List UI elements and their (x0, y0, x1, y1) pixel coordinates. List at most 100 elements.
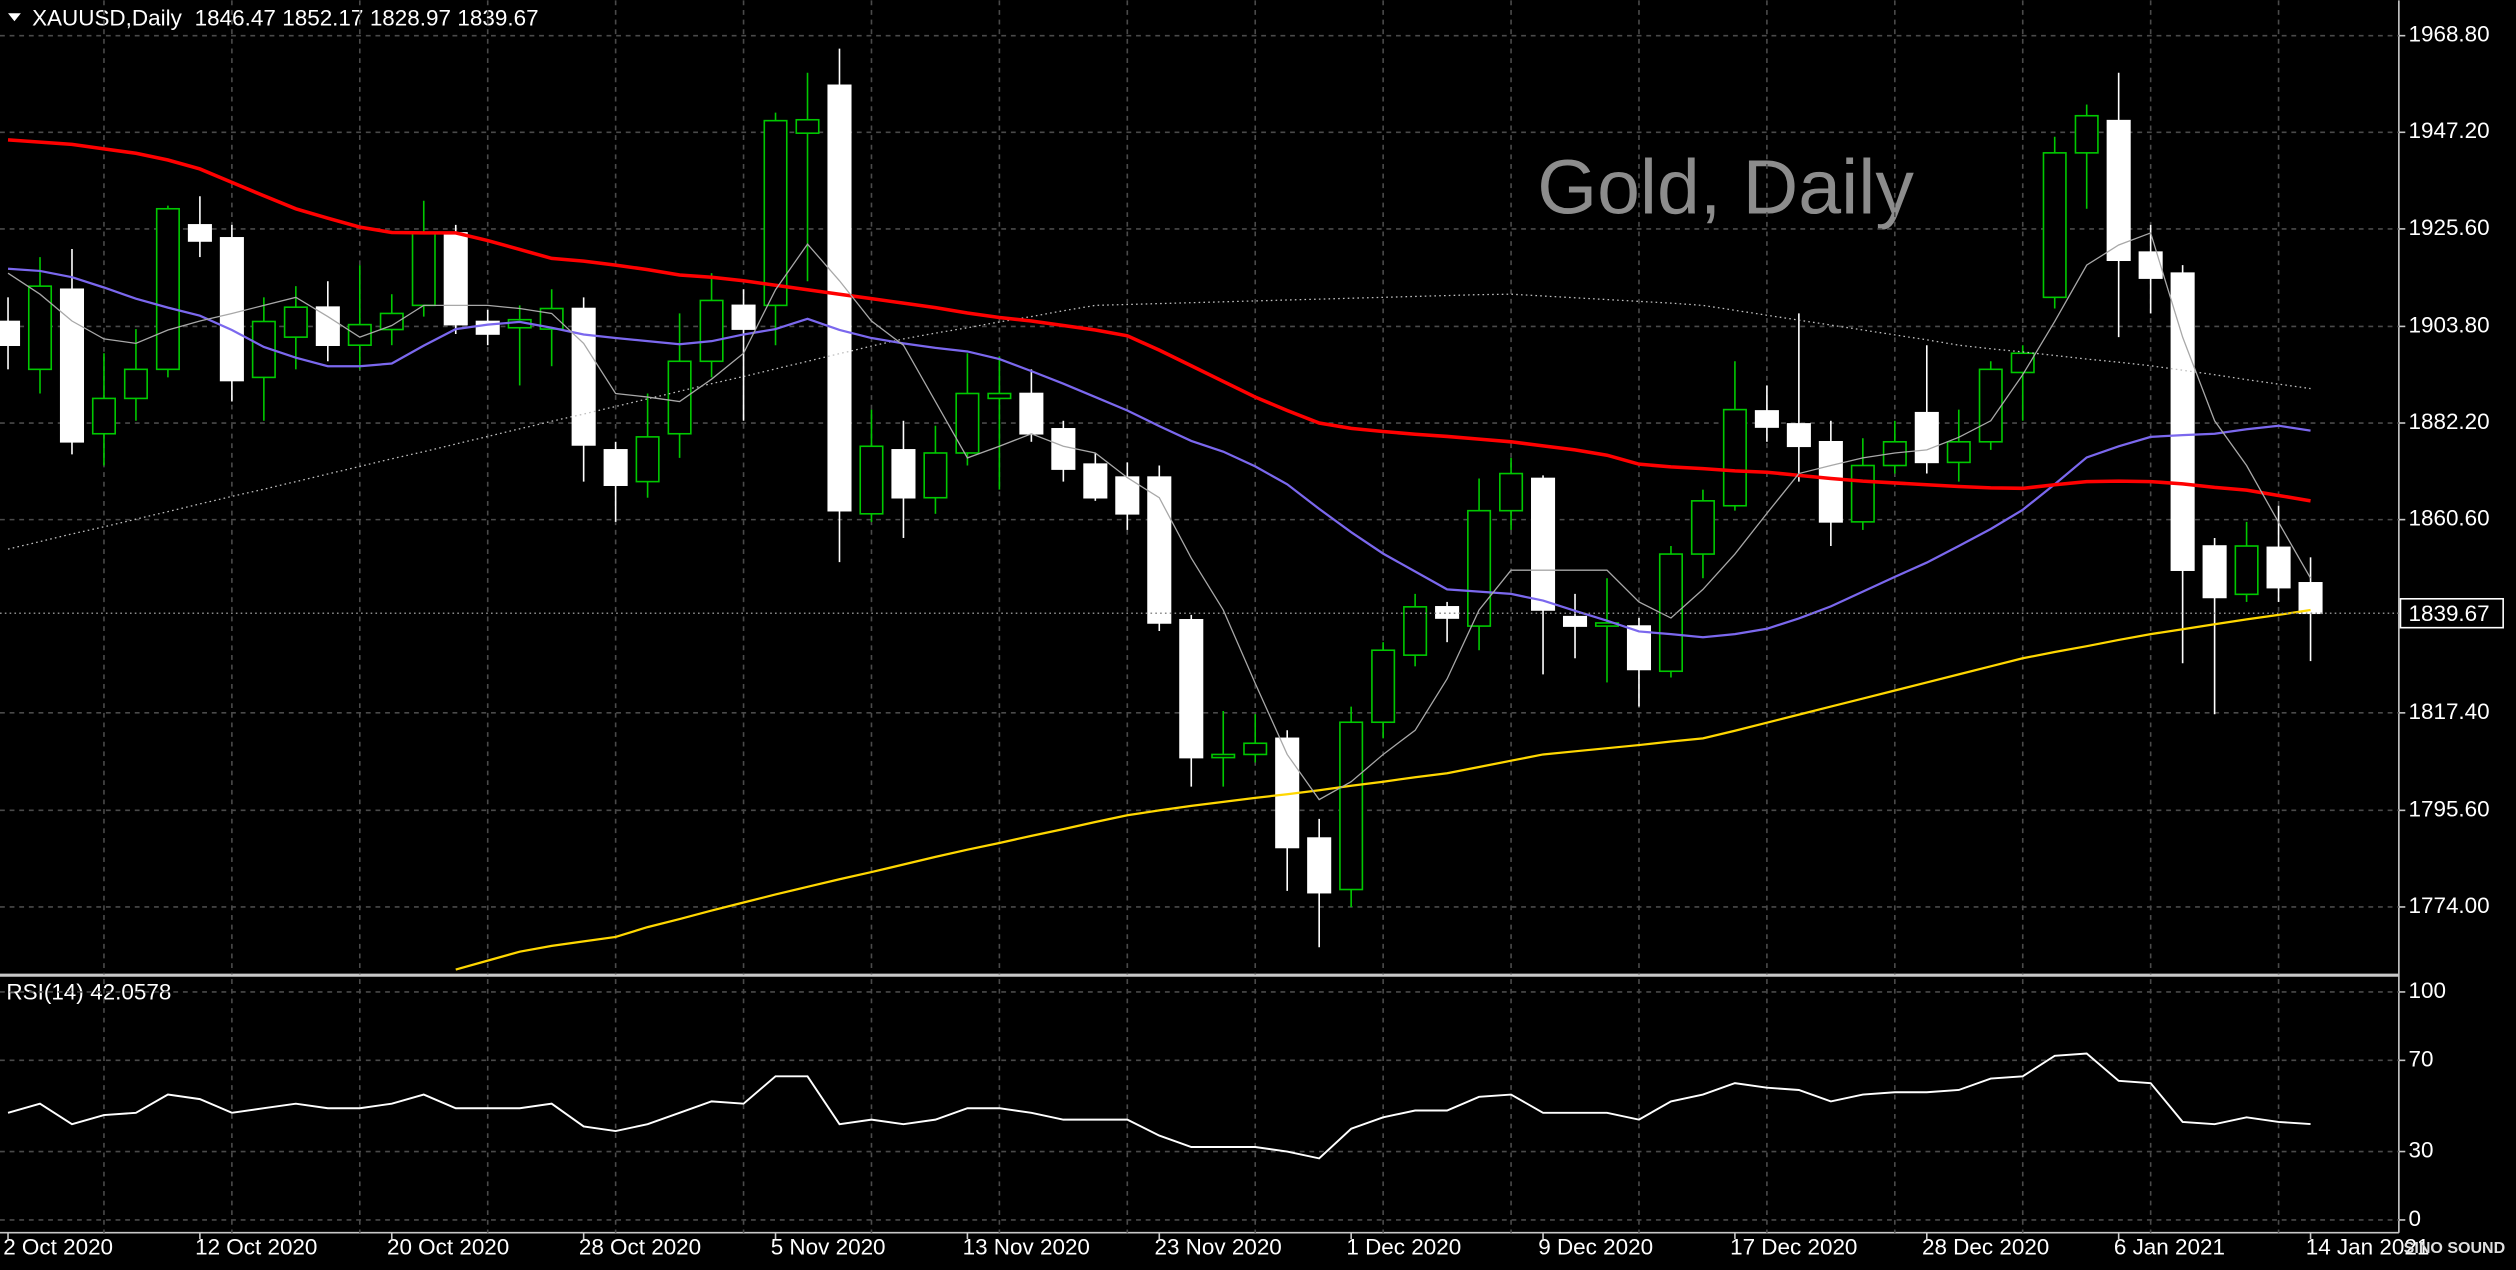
candle-body (91, 397, 116, 435)
candle-body (2010, 352, 2035, 374)
x-tick-label: 12 Oct 2020 (195, 1235, 317, 1260)
candle-body (1882, 440, 1907, 467)
low: 1828.97 (370, 6, 451, 31)
candle-body (1499, 472, 1524, 512)
candle-body (891, 449, 916, 499)
high: 1852.17 (282, 6, 363, 31)
candle-body (1051, 428, 1076, 470)
candle-body (2138, 251, 2163, 279)
candle-body (1754, 410, 1779, 428)
x-tick-label: 14 Jan 2021 (2306, 1235, 2430, 1260)
candle-body (923, 452, 948, 499)
x-tick-label: 2 Oct 2020 (3, 1235, 113, 1260)
candle-body (411, 232, 436, 307)
candle-body (1850, 464, 1875, 523)
x-tick-label: 6 Jan 2021 (2114, 1235, 2225, 1260)
y-tick-label: 30 (2408, 1137, 2433, 1162)
candle-body (27, 285, 53, 371)
candle-body (987, 392, 1012, 400)
x-tick-label: 17 Dec 2020 (1730, 1235, 1857, 1260)
candle-body (2042, 152, 2067, 299)
x-tick-label: 28 Oct 2020 (579, 1235, 701, 1260)
candle-body (1946, 440, 1971, 464)
candle-body (1371, 649, 1396, 724)
rsi-line (7, 1052, 2311, 1160)
y-tick-label: 1774.00 (2408, 893, 2489, 918)
candle-body (635, 436, 660, 483)
candle-body (827, 84, 852, 512)
candle-body (731, 304, 756, 330)
close: 1839.67 (457, 6, 538, 31)
candle-body (1403, 606, 1428, 656)
logo: SINO SOUND (2404, 1239, 2506, 1257)
candle-body (1339, 721, 1364, 891)
candle-body (315, 306, 340, 346)
x-tick-label: 13 Nov 2020 (963, 1235, 1090, 1260)
candle-body (2074, 114, 2099, 154)
watermark: Gold, Daily (1537, 144, 1914, 230)
candle-body (347, 323, 372, 346)
candle-body (1147, 476, 1172, 624)
y-tick-label: 1903.80 (2408, 312, 2489, 337)
rsi-value: 42.0578 (90, 980, 171, 1005)
y-tick-label: 100 (2408, 978, 2445, 1003)
candle-body (2234, 545, 2259, 596)
candle-body (1818, 440, 1843, 523)
candle-body (59, 288, 85, 443)
candle-body (955, 392, 980, 454)
x-tick-label: 23 Nov 2020 (1154, 1235, 1281, 1260)
candle-body (1626, 625, 1652, 671)
moving-average (7, 138, 2311, 503)
candle-body (1978, 368, 2003, 443)
candle-body (1690, 500, 1715, 555)
candle-body (859, 445, 884, 515)
y-tick-label: 0 (2408, 1206, 2421, 1231)
menu-triangle (8, 13, 21, 22)
candle-body (1211, 753, 1236, 759)
x-tick-label: 9 Dec 2020 (1538, 1235, 1653, 1260)
candle-body (2298, 582, 2323, 615)
candle-body (283, 306, 308, 338)
candle-body (1243, 742, 1268, 756)
open: 1846.47 (195, 6, 276, 31)
moving-average (7, 267, 2311, 639)
y-tick-label: 1817.40 (2408, 699, 2489, 724)
x-tick-label: 28 Dec 2020 (1922, 1235, 2049, 1260)
candle-body (571, 307, 596, 446)
moving-average (455, 608, 2311, 971)
candle-body (2202, 545, 2227, 599)
candle-body (219, 237, 244, 382)
x-tick-label: 1 Dec 2020 (1346, 1235, 1461, 1260)
candle-body (1914, 411, 1939, 464)
candle-body (1435, 606, 1460, 619)
candle-body (763, 119, 788, 307)
x-tick-label: 20 Oct 2020 (387, 1235, 509, 1260)
y-tick-label: 1882.20 (2408, 409, 2489, 434)
candle-body (2106, 119, 2131, 262)
candle-body (1722, 408, 1747, 507)
candle-body (251, 320, 276, 379)
y-tick-label: 1860.60 (2408, 506, 2489, 531)
candle-body (0, 320, 21, 346)
candle-body (1179, 619, 1204, 759)
candle-body (1019, 392, 1044, 435)
y-tick-label: 1968.80 (2408, 22, 2489, 47)
x-tick-label: 5 Nov 2020 (771, 1235, 886, 1260)
last-price-box (2399, 597, 2504, 629)
candle-body (2170, 272, 2195, 571)
candle-body (539, 307, 564, 330)
y-tick-label: 1795.60 (2408, 796, 2489, 821)
candle-body (1531, 477, 1556, 611)
candle-body (123, 368, 148, 400)
chart-header: XAUUSD,Daily 1846.47 1852.17 1828.97 1839.67 (32, 6, 538, 31)
last-price-label: 1839.67 (2408, 601, 2489, 626)
candle-body (1307, 837, 1332, 894)
y-tick-label: 1925.60 (2408, 215, 2489, 240)
candle-body (1786, 423, 1811, 448)
candle-body (699, 299, 724, 363)
candle-body (1083, 463, 1108, 499)
candle-body (155, 207, 180, 371)
